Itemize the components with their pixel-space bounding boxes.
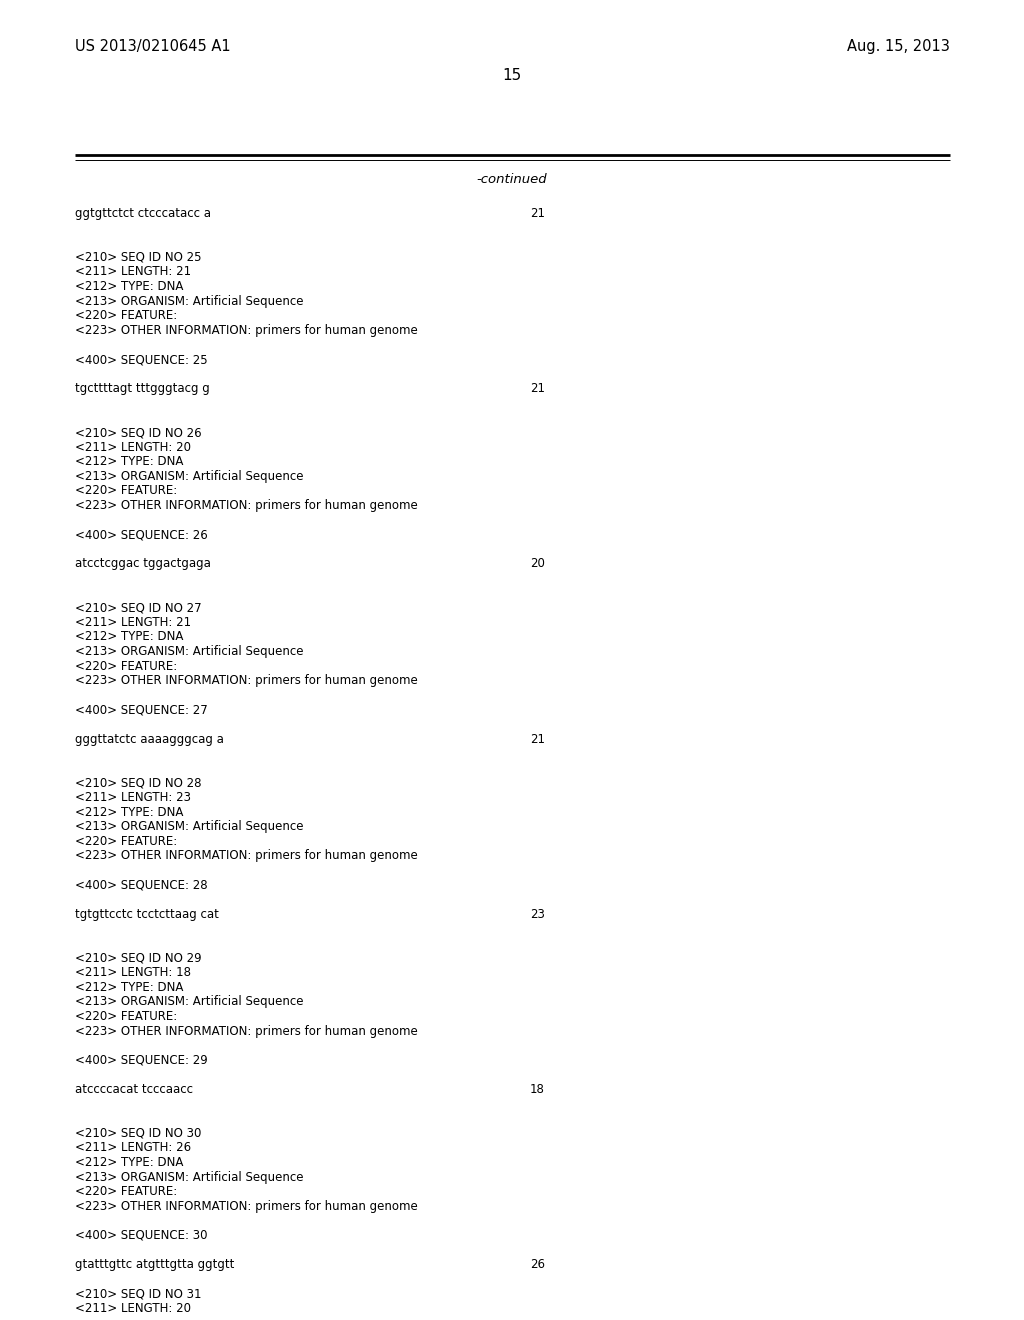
Text: <220> FEATURE:: <220> FEATURE: bbox=[75, 1010, 177, 1023]
Text: Aug. 15, 2013: Aug. 15, 2013 bbox=[847, 40, 950, 54]
Text: <213> ORGANISM: Artificial Sequence: <213> ORGANISM: Artificial Sequence bbox=[75, 820, 303, 833]
Text: <211> LENGTH: 21: <211> LENGTH: 21 bbox=[75, 616, 191, 628]
Text: <212> TYPE: DNA: <212> TYPE: DNA bbox=[75, 455, 183, 469]
Text: <212> TYPE: DNA: <212> TYPE: DNA bbox=[75, 805, 183, 818]
Text: 18: 18 bbox=[530, 1082, 545, 1096]
Text: gtatttgttc atgtttgtta ggtgtt: gtatttgttc atgtttgtta ggtgtt bbox=[75, 1258, 234, 1271]
Text: <213> ORGANISM: Artificial Sequence: <213> ORGANISM: Artificial Sequence bbox=[75, 1171, 303, 1184]
Text: <223> OTHER INFORMATION: primers for human genome: <223> OTHER INFORMATION: primers for hum… bbox=[75, 1200, 418, 1213]
Text: <220> FEATURE:: <220> FEATURE: bbox=[75, 1185, 177, 1199]
Text: <400> SEQUENCE: 29: <400> SEQUENCE: 29 bbox=[75, 1053, 208, 1067]
Text: <212> TYPE: DNA: <212> TYPE: DNA bbox=[75, 981, 183, 994]
Text: 26: 26 bbox=[530, 1258, 545, 1271]
Text: <212> TYPE: DNA: <212> TYPE: DNA bbox=[75, 1156, 183, 1170]
Text: <220> FEATURE:: <220> FEATURE: bbox=[75, 660, 177, 673]
Text: <400> SEQUENCE: 27: <400> SEQUENCE: 27 bbox=[75, 704, 208, 717]
Text: ggtgttctct ctcccatacc a: ggtgttctct ctcccatacc a bbox=[75, 207, 211, 220]
Text: <211> LENGTH: 21: <211> LENGTH: 21 bbox=[75, 265, 191, 279]
Text: <210> SEQ ID NO 25: <210> SEQ ID NO 25 bbox=[75, 251, 202, 264]
Text: US 2013/0210645 A1: US 2013/0210645 A1 bbox=[75, 40, 230, 54]
Text: <220> FEATURE:: <220> FEATURE: bbox=[75, 309, 177, 322]
Text: <211> LENGTH: 18: <211> LENGTH: 18 bbox=[75, 966, 191, 979]
Text: atcctcggac tggactgaga: atcctcggac tggactgaga bbox=[75, 557, 211, 570]
Text: <210> SEQ ID NO 27: <210> SEQ ID NO 27 bbox=[75, 601, 202, 614]
Text: <213> ORGANISM: Artificial Sequence: <213> ORGANISM: Artificial Sequence bbox=[75, 995, 303, 1008]
Text: <210> SEQ ID NO 31: <210> SEQ ID NO 31 bbox=[75, 1287, 202, 1300]
Text: <223> OTHER INFORMATION: primers for human genome: <223> OTHER INFORMATION: primers for hum… bbox=[75, 675, 418, 688]
Text: <211> LENGTH: 26: <211> LENGTH: 26 bbox=[75, 1142, 191, 1155]
Text: <212> TYPE: DNA: <212> TYPE: DNA bbox=[75, 631, 183, 643]
Text: gggttatctc aaaagggcag a: gggttatctc aaaagggcag a bbox=[75, 733, 224, 746]
Text: <211> LENGTH: 20: <211> LENGTH: 20 bbox=[75, 1302, 191, 1315]
Text: <211> LENGTH: 23: <211> LENGTH: 23 bbox=[75, 791, 191, 804]
Text: <223> OTHER INFORMATION: primers for human genome: <223> OTHER INFORMATION: primers for hum… bbox=[75, 499, 418, 512]
Text: 15: 15 bbox=[503, 67, 521, 82]
Text: <210> SEQ ID NO 29: <210> SEQ ID NO 29 bbox=[75, 952, 202, 965]
Text: <213> ORGANISM: Artificial Sequence: <213> ORGANISM: Artificial Sequence bbox=[75, 294, 303, 308]
Text: tgtgttcctc tcctcttaag cat: tgtgttcctc tcctcttaag cat bbox=[75, 908, 219, 921]
Text: <213> ORGANISM: Artificial Sequence: <213> ORGANISM: Artificial Sequence bbox=[75, 470, 303, 483]
Text: <223> OTHER INFORMATION: primers for human genome: <223> OTHER INFORMATION: primers for hum… bbox=[75, 1024, 418, 1038]
Text: 23: 23 bbox=[530, 908, 545, 921]
Text: <400> SEQUENCE: 26: <400> SEQUENCE: 26 bbox=[75, 528, 208, 541]
Text: <223> OTHER INFORMATION: primers for human genome: <223> OTHER INFORMATION: primers for hum… bbox=[75, 323, 418, 337]
Text: <400> SEQUENCE: 30: <400> SEQUENCE: 30 bbox=[75, 1229, 208, 1242]
Text: <212> TYPE: DNA: <212> TYPE: DNA bbox=[75, 280, 183, 293]
Text: <211> LENGTH: 20: <211> LENGTH: 20 bbox=[75, 441, 191, 454]
Text: 21: 21 bbox=[530, 733, 545, 746]
Text: 21: 21 bbox=[530, 207, 545, 220]
Text: <220> FEATURE:: <220> FEATURE: bbox=[75, 484, 177, 498]
Text: <210> SEQ ID NO 28: <210> SEQ ID NO 28 bbox=[75, 776, 202, 789]
Text: <210> SEQ ID NO 26: <210> SEQ ID NO 26 bbox=[75, 426, 202, 440]
Text: <220> FEATURE:: <220> FEATURE: bbox=[75, 834, 177, 847]
Text: atccccacat tcccaacc: atccccacat tcccaacc bbox=[75, 1082, 193, 1096]
Text: <400> SEQUENCE: 25: <400> SEQUENCE: 25 bbox=[75, 352, 208, 366]
Text: <223> OTHER INFORMATION: primers for human genome: <223> OTHER INFORMATION: primers for hum… bbox=[75, 849, 418, 862]
Text: <210> SEQ ID NO 30: <210> SEQ ID NO 30 bbox=[75, 1127, 202, 1139]
Text: <400> SEQUENCE: 28: <400> SEQUENCE: 28 bbox=[75, 879, 208, 891]
Text: <213> ORGANISM: Artificial Sequence: <213> ORGANISM: Artificial Sequence bbox=[75, 645, 303, 657]
Text: 20: 20 bbox=[530, 557, 545, 570]
Text: -continued: -continued bbox=[477, 173, 547, 186]
Text: 21: 21 bbox=[530, 383, 545, 395]
Text: tgcttttagt tttgggtacg g: tgcttttagt tttgggtacg g bbox=[75, 383, 210, 395]
